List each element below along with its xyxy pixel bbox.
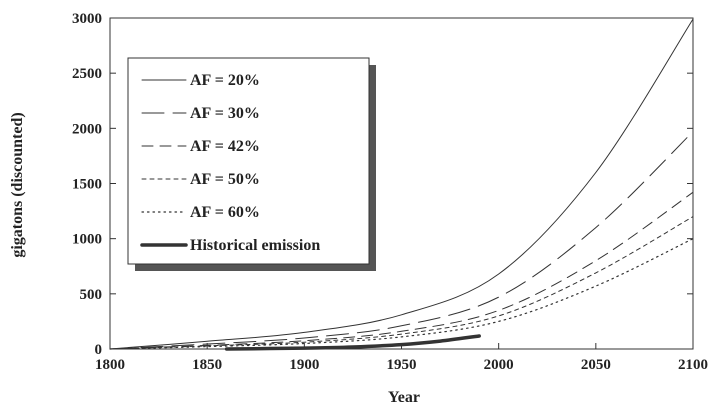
legend-label: AF = 20% bbox=[190, 72, 260, 89]
series-line-3 bbox=[109, 216, 694, 350]
x-tick-label: 1800 bbox=[95, 357, 125, 373]
y-axis: 0 500 1000 1500 2000 2500 3000 bbox=[72, 11, 693, 358]
x-axis: 1800 1850 1900 1950 2000 2050 2100 bbox=[95, 343, 708, 373]
legend: AF = 20% AF = 30% AF = 42% AF = 50% AF = 60%… bbox=[127, 57, 376, 271]
x-axis-label: Year bbox=[388, 389, 420, 406]
series-line-0 bbox=[109, 18, 694, 350]
x-tick-label: 1900 bbox=[289, 357, 319, 373]
legend-label: Historical emission bbox=[190, 237, 320, 254]
y-tick-label: 2500 bbox=[72, 66, 102, 82]
legend-label: AF = 42% bbox=[190, 138, 260, 155]
series-line-1 bbox=[109, 131, 694, 350]
x-tick-label: 2000 bbox=[484, 357, 514, 373]
y-tick-label: 500 bbox=[80, 287, 103, 303]
x-tick-label: 2050 bbox=[581, 357, 611, 373]
y-axis-label: gigatons (discounted) bbox=[9, 112, 26, 257]
legend-label: AF = 50% bbox=[190, 171, 260, 188]
series-line-2 bbox=[109, 191, 694, 350]
y-tick-label: 1000 bbox=[72, 232, 102, 248]
legend-box bbox=[127, 57, 370, 265]
legend-label: AF = 30% bbox=[190, 105, 260, 122]
series-line-5 bbox=[224, 334, 481, 351]
x-tick-label: 1950 bbox=[387, 357, 417, 373]
x-tick-label: 1850 bbox=[192, 357, 222, 373]
x-tick-label: 2100 bbox=[678, 357, 708, 373]
y-tick-label: 1500 bbox=[72, 177, 102, 193]
series-lines bbox=[109, 18, 694, 351]
legend-label: AF = 60% bbox=[190, 204, 260, 221]
y-tick-label: 0 bbox=[95, 342, 103, 358]
y-tick-label: 3000 bbox=[72, 11, 102, 27]
series-line-4 bbox=[109, 238, 694, 350]
y-tick-label: 2000 bbox=[72, 121, 102, 137]
